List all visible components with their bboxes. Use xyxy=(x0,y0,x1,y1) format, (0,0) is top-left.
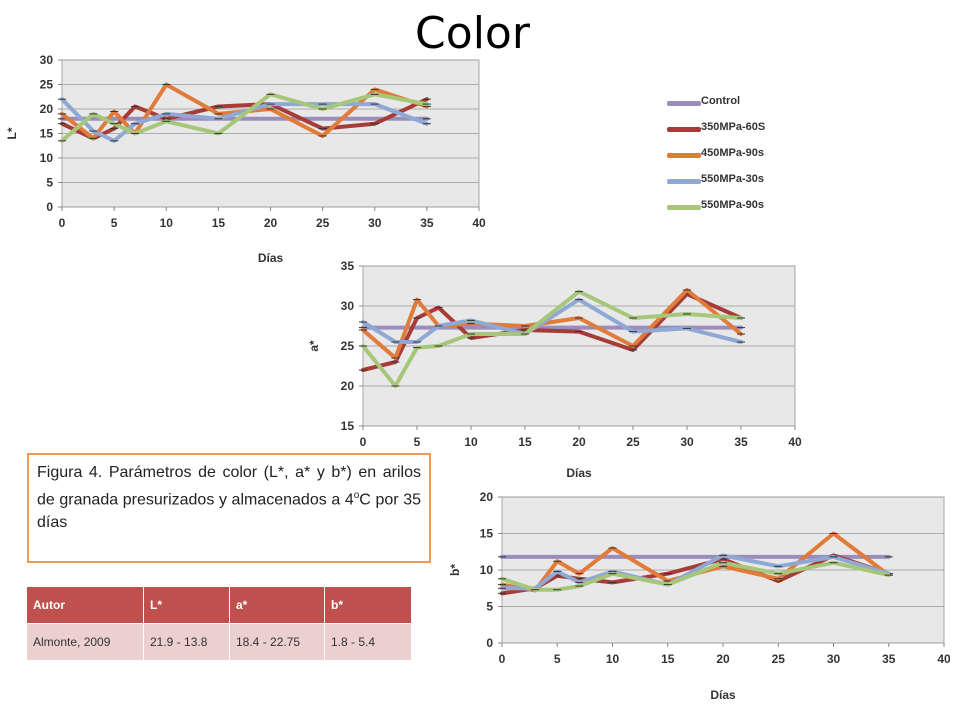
figure-caption: Figura 4. Parámetros de color (L*, a* y … xyxy=(27,453,431,563)
legend-label: 350MPa-60S xyxy=(701,121,766,133)
y-axis-label: b* xyxy=(448,564,462,576)
y-tick-label: 25 xyxy=(341,339,355,353)
x-tick-label: 10 xyxy=(464,435,478,449)
legend-swatch-control xyxy=(667,101,701,106)
x-tick-label: 0 xyxy=(360,435,367,449)
caption-text: Figura 4. Parámetros de color (L*, a* y … xyxy=(37,464,421,509)
table-cell: Almonte, 2009 xyxy=(27,623,144,660)
table-header-cell: b* xyxy=(324,587,412,624)
x-tick-label: 40 xyxy=(788,435,802,449)
x-tick-label: 5 xyxy=(554,652,561,666)
x-tick-label: 5 xyxy=(111,216,118,230)
legend-item: 450MPa-90s xyxy=(667,146,787,172)
y-tick-label: 30 xyxy=(341,299,355,313)
y-tick-label: 20 xyxy=(480,490,494,504)
x-tick-label: 35 xyxy=(420,216,434,230)
legend-swatch-350mpa-60s xyxy=(667,127,701,132)
table-header-row: Autor L* a* b* xyxy=(27,587,412,624)
series-line-550mpa-90s xyxy=(500,560,891,592)
series-line-550mpa-90s xyxy=(361,289,743,388)
y-tick-label: 30 xyxy=(40,53,54,67)
y-tick-label: 5 xyxy=(486,600,493,614)
legend-swatch-450mpa-90s xyxy=(667,153,701,158)
table-header-cell: Autor xyxy=(27,587,144,624)
series-line-550mpa-90s xyxy=(60,92,429,143)
y-tick-label: 10 xyxy=(480,563,494,577)
x-tick-label: 20 xyxy=(264,216,278,230)
series-line-450mpa-90s xyxy=(60,82,429,141)
series-line-350mpa-60s xyxy=(60,97,429,141)
x-tick-label: 25 xyxy=(772,652,786,666)
caption-tail: C por 35 días xyxy=(37,491,421,532)
series-line-550mpa-30s xyxy=(60,97,429,143)
x-tick-label: 25 xyxy=(626,435,640,449)
table-row: Almonte, 2009 21.9 - 13.8 18.4 - 22.75 1… xyxy=(27,623,412,660)
legend-label: Control xyxy=(701,95,741,107)
chart-a-star: 15 20 25 30 35 0 5 10 15 20 25 30 35 40 Días a* xyxy=(307,259,802,480)
series-line-550mpa-30s xyxy=(361,297,743,344)
x-axis-label: Días xyxy=(566,466,592,480)
x-tick-label: 0 xyxy=(59,216,66,230)
legend-item: Control xyxy=(667,94,787,120)
x-tick-label: 30 xyxy=(680,435,694,449)
x-tick-label: 40 xyxy=(937,652,950,666)
x-tick-label: 10 xyxy=(606,652,620,666)
x-tick-label: 35 xyxy=(882,652,896,666)
chart-b-star: 0 5 10 15 20 0 5 10 15 20 25 30 35 40 Días b* xyxy=(448,490,950,702)
reference-table: Autor L* a* b* Almonte, 2009 21.9 - 13.8… xyxy=(27,587,412,660)
legend-item: 550MPa-90s xyxy=(667,198,787,224)
x-tick-label: 35 xyxy=(734,435,748,449)
legend-item: 350MPa-60S xyxy=(667,120,787,146)
y-tick-label: 15 xyxy=(341,419,355,433)
legend-swatch-550mpa-90s xyxy=(667,205,701,210)
caption-superscript: o xyxy=(353,490,360,501)
table-cell: 21.9 - 13.8 xyxy=(143,623,230,660)
legend-item: 550MPa-30s xyxy=(667,172,787,198)
y-tick-label: 20 xyxy=(40,102,54,116)
x-tick-label: 15 xyxy=(661,652,675,666)
y-axis-label: L* xyxy=(5,127,19,139)
x-tick-label: 30 xyxy=(368,216,382,230)
y-tick-label: 35 xyxy=(341,259,355,273)
x-tick-label: 5 xyxy=(414,435,421,449)
legend-swatch-550mpa-30s xyxy=(667,179,701,184)
page-title: Color xyxy=(415,8,530,59)
x-tick-label: 40 xyxy=(472,216,486,230)
table-cell: 1.8 - 5.4 xyxy=(324,623,412,660)
legend-label: 550MPa-30s xyxy=(701,173,764,185)
y-tick-label: 0 xyxy=(486,636,493,650)
legend-label: 550MPa-90s xyxy=(701,199,764,211)
x-tick-label: 20 xyxy=(572,435,586,449)
table-header-cell: a* xyxy=(229,587,325,624)
legend-label: 450MPa-90s xyxy=(701,147,764,159)
y-tick-label: 25 xyxy=(40,78,54,92)
x-axis-label: Días xyxy=(710,688,736,702)
x-tick-label: 10 xyxy=(160,216,174,230)
y-axis-label: a* xyxy=(307,340,321,352)
table-header-cell: L* xyxy=(143,587,230,624)
y-tick-label: 20 xyxy=(341,379,355,393)
table-cell: 18.4 - 22.75 xyxy=(229,623,325,660)
x-tick-label: 25 xyxy=(316,216,330,230)
x-tick-label: 15 xyxy=(518,435,532,449)
x-tick-label: 30 xyxy=(827,652,841,666)
x-tick-label: 15 xyxy=(212,216,226,230)
y-tick-label: 0 xyxy=(46,200,53,214)
y-tick-label: 10 xyxy=(40,151,54,165)
series-line-450mpa-90s xyxy=(500,531,891,593)
chart-l-star: 0 5 10 15 20 25 30 0 5 10 15 20 25 30 35 40 Días L* xyxy=(5,53,486,265)
y-tick-label: 5 xyxy=(46,176,53,190)
y-tick-label: 15 xyxy=(480,527,494,541)
x-axis-label: Días xyxy=(258,251,284,265)
x-tick-label: 20 xyxy=(716,652,730,666)
x-tick-label: 0 xyxy=(499,652,506,666)
chart-legend: Control 350MPa-60S 450MPa-90s 550MPa-30s… xyxy=(667,94,787,224)
y-tick-label: 15 xyxy=(40,127,54,141)
